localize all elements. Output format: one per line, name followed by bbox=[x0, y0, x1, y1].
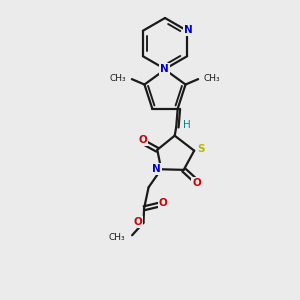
Text: O: O bbox=[133, 217, 142, 227]
Text: O: O bbox=[139, 135, 147, 145]
Text: N: N bbox=[152, 164, 161, 174]
Text: H: H bbox=[183, 120, 190, 130]
Text: N: N bbox=[184, 25, 193, 35]
Text: CH₃: CH₃ bbox=[109, 233, 125, 242]
Text: N: N bbox=[160, 64, 169, 74]
Text: S: S bbox=[197, 144, 205, 154]
Text: CH₃: CH₃ bbox=[203, 74, 220, 83]
Text: O: O bbox=[192, 178, 201, 188]
Text: CH₃: CH₃ bbox=[110, 74, 127, 83]
Text: O: O bbox=[159, 198, 167, 208]
